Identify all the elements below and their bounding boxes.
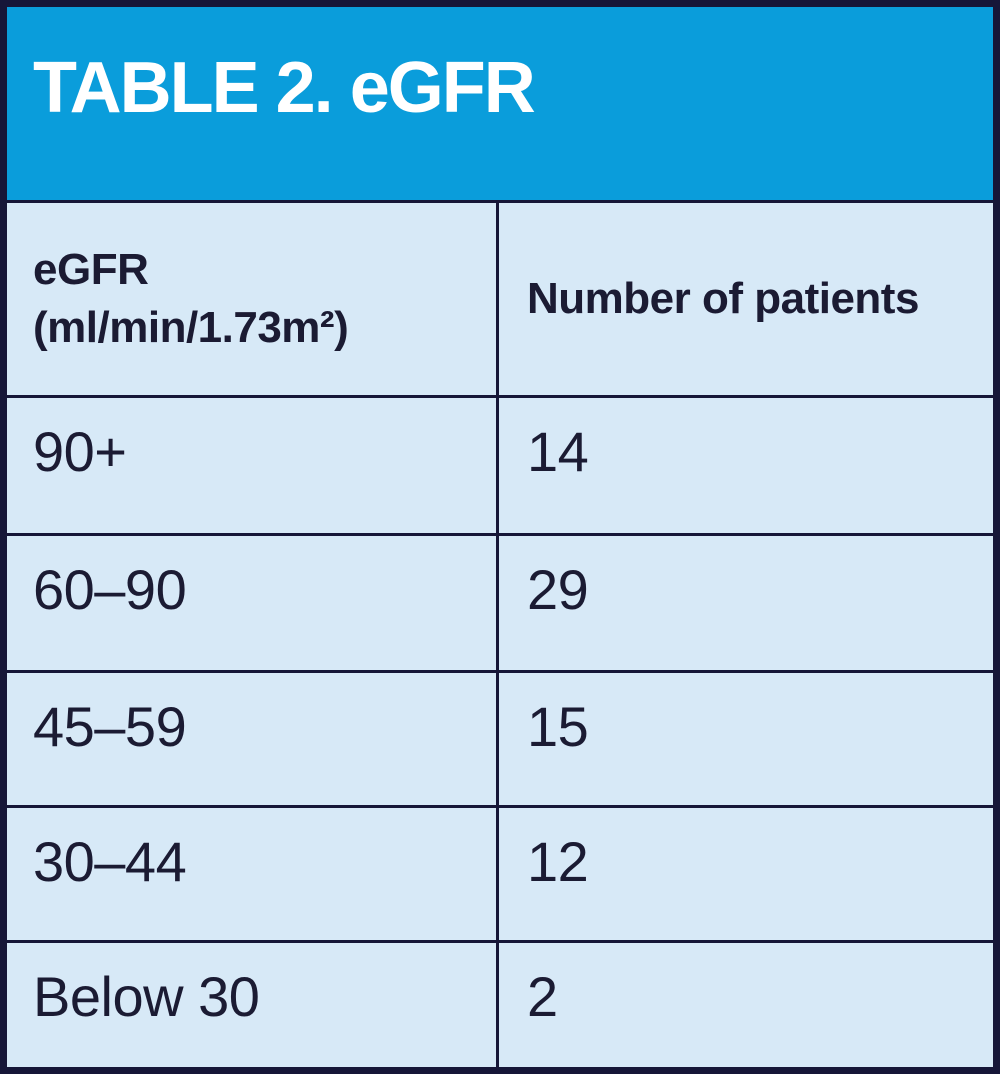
- egfr-range-cell: 30–44: [7, 808, 499, 940]
- header-egfr-label: eGFR: [33, 244, 149, 294]
- header-cell-patients: Number of patients: [499, 203, 993, 395]
- table-row: 45–59 15: [7, 670, 993, 805]
- patient-count-cell: 2: [527, 965, 558, 1028]
- table-row: 90+ 14: [7, 395, 993, 533]
- patient-count-cell: 14: [527, 420, 589, 483]
- egfr-range-cell: Below 30: [7, 943, 499, 1067]
- egfr-range-cell: 60–90: [7, 536, 499, 670]
- table-title: TABLE 2. eGFR: [33, 48, 536, 128]
- egfr-range-cell: 90+: [7, 398, 499, 533]
- egfr-range-cell: 45–59: [7, 673, 499, 805]
- patient-count-cell: 29: [527, 558, 589, 621]
- table-row: 60–90 29: [7, 533, 993, 670]
- patient-count-cell: 12: [527, 830, 589, 893]
- header-egfr-units: (ml/min/1.73m²): [33, 303, 349, 352]
- header-patients-label: Number of patients: [527, 273, 919, 323]
- table-row: Below 30 2: [7, 940, 993, 1067]
- header-cell-egfr: eGFR (ml/min/1.73m²): [7, 203, 499, 395]
- table-title-band: TABLE 2. eGFR: [7, 7, 993, 200]
- patient-count-cell: 15: [527, 695, 589, 758]
- table-header-row: eGFR (ml/min/1.73m²) Number of patients: [7, 200, 993, 395]
- table-row: 30–44 12: [7, 805, 993, 940]
